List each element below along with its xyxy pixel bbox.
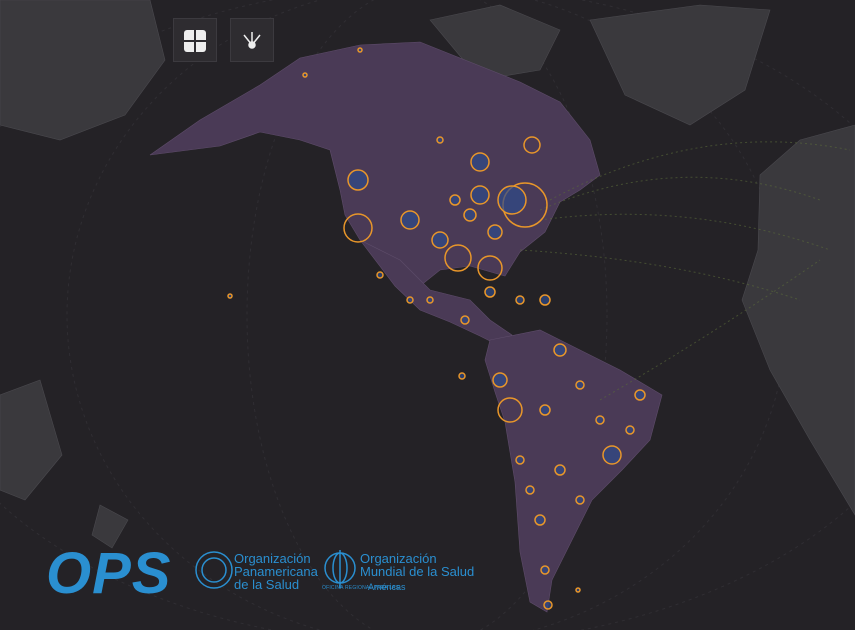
share-icon bbox=[243, 32, 261, 49]
who-name: Organización Mundial de la Salud bbox=[360, 552, 474, 578]
paho-line: de la Salud bbox=[234, 577, 300, 592]
flight-lines bbox=[519, 141, 851, 401]
paho-emblem bbox=[195, 551, 233, 589]
who-line: Mundial de la Salud bbox=[360, 564, 475, 579]
ops-logo: OPS bbox=[46, 541, 172, 606]
paho-line: Panamericana bbox=[234, 564, 318, 579]
calculator-button[interactable] bbox=[173, 18, 217, 62]
who-line: Organización bbox=[360, 551, 437, 566]
paho-name: Organización Panamericana de la Salud bbox=[234, 552, 318, 591]
land-other bbox=[0, 0, 855, 549]
who-emblem bbox=[324, 550, 356, 588]
case-markers bbox=[227, 47, 646, 610]
paho-line: Organización bbox=[234, 551, 311, 566]
who-region: Américas bbox=[368, 582, 406, 592]
calculator-icon bbox=[184, 30, 206, 52]
who-tagline: OFICINA REGIONAL PARA LAS bbox=[322, 585, 400, 591]
land-americas bbox=[149, 41, 663, 613]
share-button[interactable] bbox=[230, 18, 274, 62]
